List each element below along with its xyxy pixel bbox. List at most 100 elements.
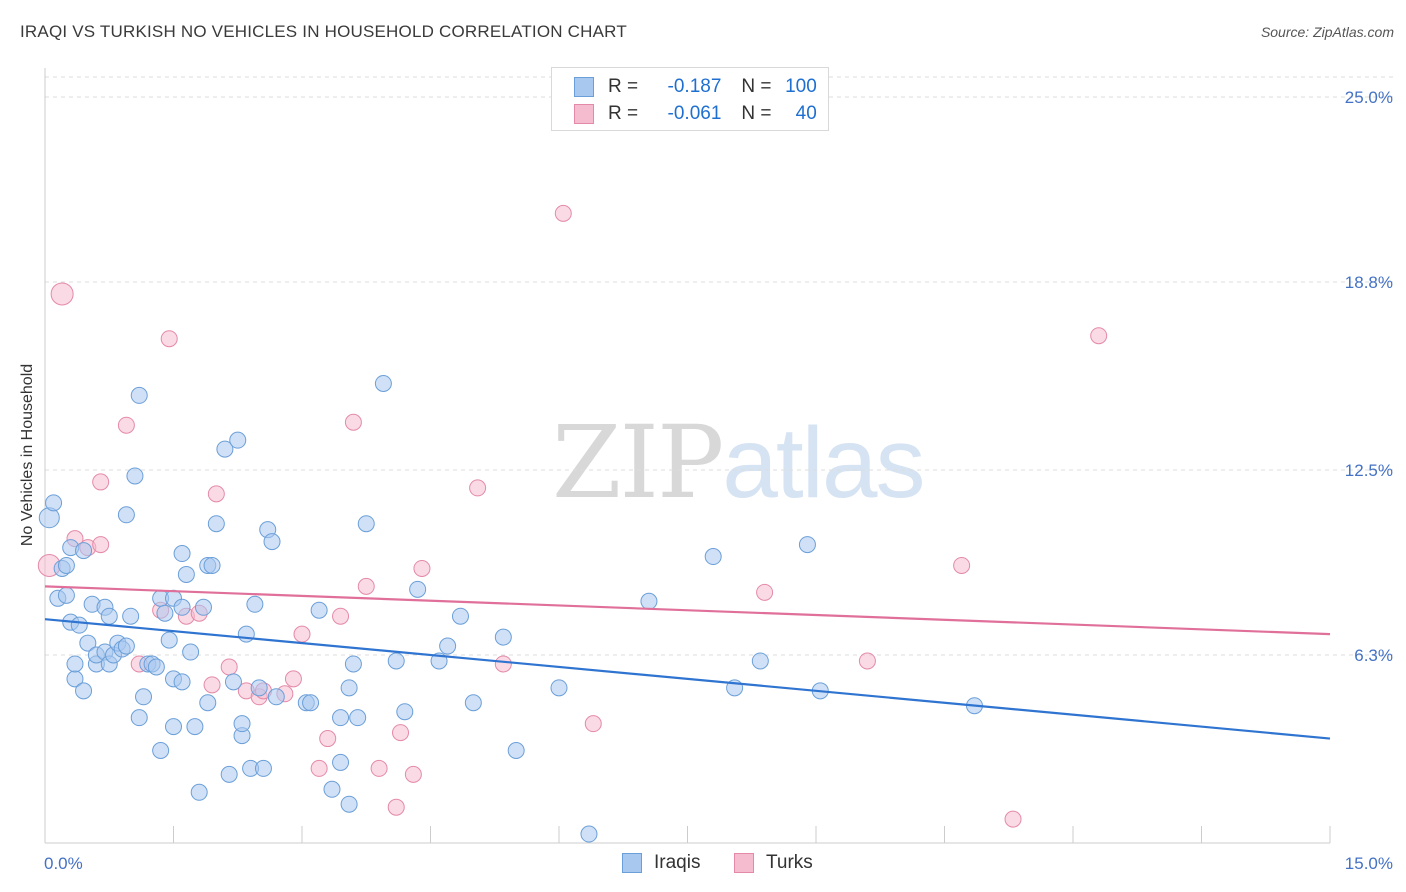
iraqis-point: [173, 545, 191, 563]
iraqis-point: [100, 607, 118, 625]
trend-lines: [44, 585, 1331, 740]
iraqis-point: [117, 506, 135, 524]
turks-point: [392, 724, 410, 742]
legend-item-turks[interactable]: Turks: [734, 852, 813, 874]
iraqis-point: [250, 679, 268, 697]
turks-point: [494, 655, 512, 673]
turks-point: [92, 473, 110, 491]
iraqis-point: [79, 634, 97, 652]
legend-item-iraqis[interactable]: Iraqis: [622, 852, 700, 874]
turks-point: [584, 715, 602, 733]
legend-row-iraqis: R = -0.187 N = 100: [574, 75, 817, 99]
iraqis-point: [254, 759, 272, 777]
legend-n-value: 40: [795, 103, 817, 124]
series-legend: Iraqis Turks: [0, 852, 1406, 878]
iraqis-point: [130, 709, 148, 727]
iraqis-point: [580, 825, 598, 843]
turks-point: [953, 556, 971, 574]
turks-point: [469, 479, 487, 497]
turks-point: [756, 583, 774, 601]
iraqis-point: [199, 694, 217, 712]
legend-n-value: 100: [785, 76, 817, 97]
legend-row-turks: R = -0.061 N = 40: [574, 102, 817, 126]
grid-lines: [45, 76, 1395, 656]
iraqis-point: [704, 548, 722, 566]
iraqis-point: [349, 709, 367, 727]
watermark-zip: ZIP: [552, 404, 724, 521]
iraqis-point: [203, 556, 221, 574]
iraqis-point: [640, 592, 658, 610]
turks-point: [50, 282, 74, 306]
turks-legend-swatch: [734, 853, 754, 873]
iraqis-point: [451, 607, 469, 625]
iraqis-point: [182, 643, 200, 661]
turks-point: [370, 759, 388, 777]
x-tick-label: 15.0%: [1345, 854, 1393, 873]
turks-point: [310, 759, 328, 777]
source-label: Source: ZipAtlas.com: [1260, 24, 1394, 40]
iraqis-point: [186, 718, 204, 736]
iraqis-point: [75, 542, 93, 560]
turks-swatch: [574, 104, 594, 124]
turks-point: [387, 798, 405, 816]
iraqis-legend-label: Iraqis: [654, 852, 701, 873]
turks-point: [332, 607, 350, 625]
iraqis-point: [387, 652, 405, 670]
turks-point: [357, 577, 375, 595]
turks-legend-label: Turks: [766, 852, 813, 873]
legend-r-label: R =: [608, 103, 639, 124]
legend-r-value: -0.187: [667, 76, 722, 97]
iraqis-point: [439, 637, 457, 655]
iraqis-point: [160, 631, 178, 649]
iraqis-point: [45, 494, 63, 512]
iraqis-point: [117, 637, 135, 655]
iraqis-swatch: [574, 77, 594, 97]
iraqis-point: [494, 628, 512, 646]
iraqis-point: [357, 515, 375, 533]
iraqis-point: [233, 715, 251, 733]
iraqis-trend-line: [44, 618, 1331, 740]
iraqis-point: [135, 688, 153, 706]
iraqis-point: [344, 655, 362, 673]
iraqis-point: [130, 386, 148, 404]
iraqis-point: [66, 655, 84, 673]
iraqis-point: [409, 580, 427, 598]
turks-point: [203, 676, 221, 694]
iraqis-point: [173, 673, 191, 691]
iraqis-point: [190, 783, 208, 801]
iraqis-point: [340, 795, 358, 813]
iraqis-point: [332, 709, 350, 727]
iraqis-point: [173, 598, 191, 616]
turks-point: [344, 413, 362, 431]
iraqis-point: [310, 601, 328, 619]
iraqis-point: [177, 565, 195, 583]
turks-point: [1090, 327, 1108, 345]
watermark-atlas: atlas: [722, 407, 925, 519]
iraqis-legend-swatch: [622, 853, 642, 873]
iraqis-point: [332, 753, 350, 771]
turks-point: [858, 652, 876, 670]
iraqis-point: [751, 652, 769, 670]
turks-point: [284, 670, 302, 688]
iraqis-point: [220, 765, 238, 783]
turks-point: [404, 765, 422, 783]
iraqis-point: [798, 536, 816, 554]
chart-title: IRAQI VS TURKISH NO VEHICLES IN HOUSEHOL…: [20, 22, 627, 41]
iraqis-point: [147, 658, 165, 676]
turks-point: [207, 485, 225, 503]
iraqis-point: [550, 679, 568, 697]
y-tick-label: 12.5%: [1345, 461, 1393, 480]
iraqis-point: [323, 780, 341, 798]
iraqis-point: [152, 741, 170, 759]
iraqis-points: [38, 374, 983, 843]
iraqis-point: [224, 673, 242, 691]
iraqis-point: [207, 515, 225, 533]
iraqis-point: [194, 598, 212, 616]
turks-point: [413, 559, 431, 577]
watermark: ZIPatlas: [552, 404, 926, 521]
turks-point: [92, 536, 110, 554]
legend-n-label: N =: [741, 76, 772, 97]
turks-point: [319, 730, 337, 748]
iraqis-point: [507, 741, 525, 759]
